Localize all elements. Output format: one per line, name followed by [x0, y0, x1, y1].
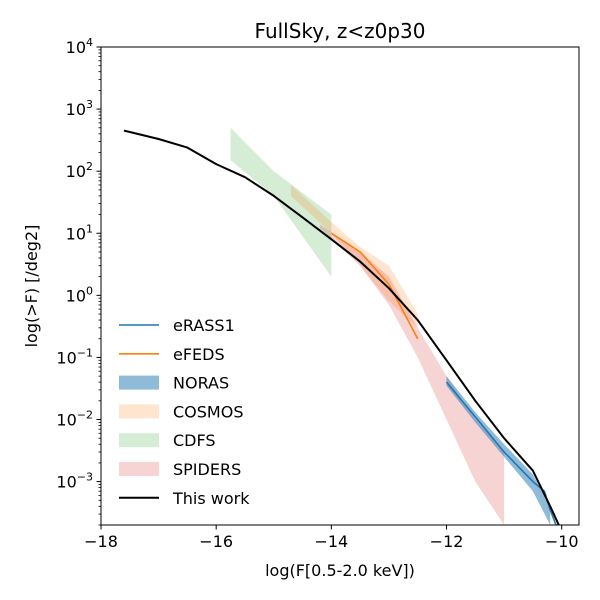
- band-spiders: [319, 224, 505, 525]
- line-efeds: [330, 232, 419, 340]
- x-tick-label: −18: [84, 532, 118, 551]
- x-axis-label: log(F[0.5-2.0 keV]): [265, 561, 415, 580]
- plot-frame: [100, 46, 580, 526]
- x-tick-label: −16: [199, 532, 233, 551]
- legend-label-cosmos: COSMOS: [173, 402, 243, 421]
- y-tick-label: 104: [66, 36, 93, 57]
- x-tick-label: −14: [314, 532, 348, 551]
- legend-swatch-spiders: [119, 462, 159, 476]
- legend: eRASS1 eFEDS NORAS COSMOS CDFS SPIDERS This wo…: [119, 316, 250, 508]
- line-this-work: [123, 129, 560, 525]
- legend-label-spiders: SPIDERS: [173, 460, 241, 479]
- x-tick-label: −12: [430, 532, 464, 551]
- y-tick-label: 100: [66, 284, 93, 305]
- y-tick-label: 10−2: [56, 409, 93, 430]
- line-erass1: [445, 381, 557, 525]
- y-tick-label: 101: [66, 222, 93, 243]
- legend-label-cdfs: CDFS: [173, 431, 216, 450]
- y-axis-label: log(>F) [/deg2]: [22, 225, 41, 348]
- series-group: [123, 127, 560, 525]
- y-tick-label: 10−3: [56, 471, 93, 492]
- legend-label-erass1: eRASS1: [173, 316, 235, 335]
- y-tick-label: 103: [66, 98, 93, 119]
- legend-label-this-work: This work: [172, 489, 250, 508]
- axes: −18 −16 −14 −12 −10 104 103 102 101 100 10−1 10−2 10…: [56, 36, 580, 551]
- legend-swatch-noras: [119, 375, 159, 390]
- plot-area: [123, 127, 560, 525]
- y-tick-label: 102: [66, 160, 93, 181]
- legend-swatch-cdfs: [119, 433, 159, 448]
- y-tick-label: 10−1: [56, 346, 93, 367]
- legend-label-noras: NORAS: [173, 374, 229, 393]
- x-tick-label: −10: [545, 532, 579, 551]
- legend-label-efeds: eFEDS: [173, 345, 225, 364]
- chart-title: FullSky, z<z0p30: [255, 19, 426, 43]
- legend-swatch-cosmos: [119, 404, 159, 419]
